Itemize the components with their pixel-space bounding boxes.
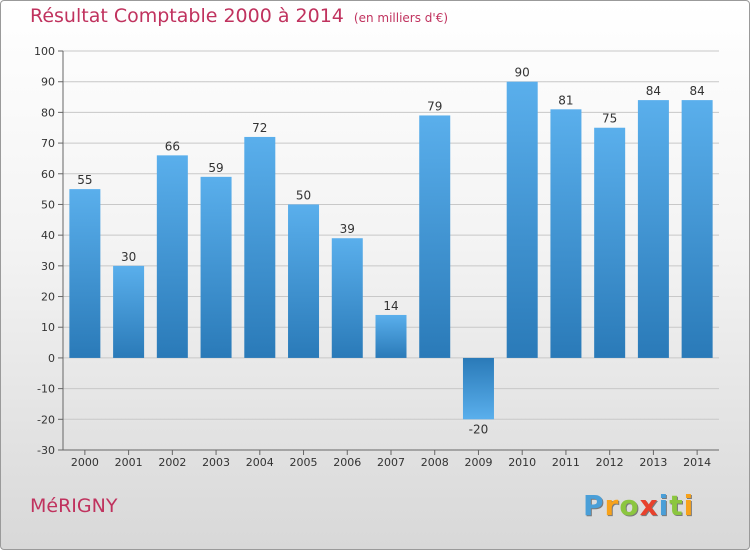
x-tick-label: 2003 — [202, 456, 230, 469]
bar — [681, 100, 713, 358]
y-tick-label: 0 — [48, 352, 55, 365]
bar — [550, 109, 582, 358]
x-tick-label: 2001 — [115, 456, 143, 469]
x-tick-label: 2011 — [552, 456, 580, 469]
x-tick-label: 2000 — [71, 456, 99, 469]
axes: -30 -20 -10 0 10 20 30 40 50 60 70 80 90 100 2000 2001 2… — [34, 45, 719, 469]
data-label: 90 — [515, 66, 530, 80]
data-label: 84 — [689, 84, 704, 98]
bar — [594, 127, 626, 358]
bar — [69, 189, 101, 358]
chart-title: Résultat Comptable 2000 à 2014 (en millie… — [30, 5, 448, 27]
bar — [200, 176, 232, 358]
bar — [331, 238, 363, 358]
bar — [419, 115, 451, 358]
commune-name: MéRIGNY — [30, 495, 118, 517]
data-label: 59 — [208, 161, 223, 175]
bar — [637, 100, 669, 358]
x-tick-label: 2005 — [290, 456, 318, 469]
data-label: 39 — [340, 222, 355, 236]
y-tick-label: 100 — [34, 45, 55, 58]
bar — [506, 81, 538, 358]
data-label: 30 — [121, 250, 136, 264]
title-unit: (en milliers d'€) — [353, 11, 449, 25]
x-tick-label: 2007 — [377, 456, 405, 469]
y-tick-label: 10 — [41, 321, 55, 334]
data-label: 66 — [165, 139, 180, 153]
y-tick-label: -20 — [37, 413, 55, 426]
bar — [113, 265, 145, 358]
x-tick-label: 2012 — [596, 456, 624, 469]
bar — [288, 204, 320, 358]
x-tick-label: 2004 — [246, 456, 274, 469]
x-tick-label: 2013 — [639, 456, 667, 469]
y-tick-label: 50 — [41, 198, 55, 211]
y-tick-label: 90 — [41, 76, 55, 89]
title-main: Résultat Comptable 2000 à 2014 — [30, 5, 344, 27]
x-tick-label: 2014 — [683, 456, 711, 469]
data-label: 79 — [427, 99, 442, 113]
y-tick-label: 80 — [41, 106, 55, 119]
x-tick-label: 2010 — [508, 456, 536, 469]
brand-letter: t — [669, 489, 684, 522]
y-tick-label: 40 — [41, 229, 55, 242]
y-tick-label: 30 — [41, 260, 55, 273]
bar — [244, 136, 276, 358]
x-tick-label: 2008 — [421, 456, 449, 469]
data-label: 55 — [77, 173, 92, 187]
x-tick-label: 2009 — [464, 456, 492, 469]
data-labels: 55 30 66 59 72 50 39 14 79 -20 90 81 75 84 84 — [77, 66, 705, 437]
data-label: 75 — [602, 112, 617, 126]
y-tick-label: -30 — [37, 444, 55, 457]
data-label: 84 — [646, 84, 661, 98]
brand-letter: r — [604, 489, 620, 522]
brand-letter: i — [683, 489, 695, 522]
data-label: 81 — [558, 93, 573, 107]
brand-letter: x — [639, 489, 659, 522]
proxiti-logo: Proxiti — [583, 489, 694, 522]
bar — [156, 155, 188, 358]
brand-letter: o — [619, 489, 640, 522]
bar — [462, 357, 494, 420]
brand-letter: P — [583, 489, 605, 522]
y-tick-label: -10 — [37, 383, 55, 396]
data-label: 14 — [383, 299, 398, 313]
data-label: -20 — [469, 422, 489, 436]
y-tick-label: 20 — [41, 291, 55, 304]
bars — [69, 81, 713, 420]
data-label: 50 — [296, 188, 311, 202]
y-tick-label: 60 — [41, 168, 55, 181]
brand-letter: i — [658, 489, 670, 522]
y-tick-label: 70 — [41, 137, 55, 150]
bar — [375, 314, 407, 358]
x-tick-label: 2002 — [158, 456, 186, 469]
data-label: 72 — [252, 121, 267, 135]
x-tick-label: 2006 — [333, 456, 361, 469]
